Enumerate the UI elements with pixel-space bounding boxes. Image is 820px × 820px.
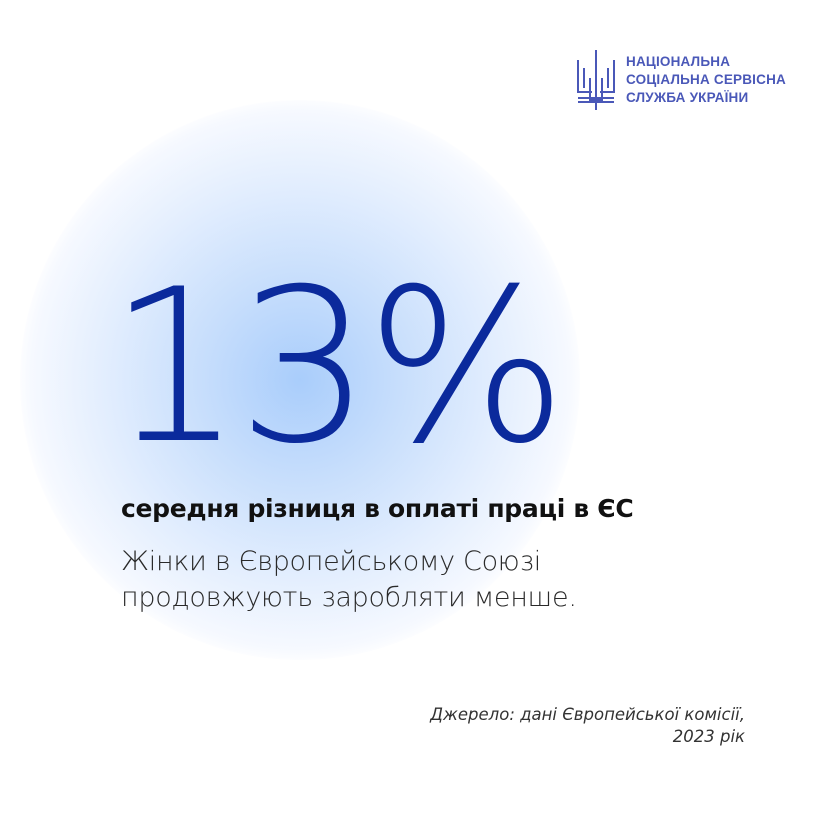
logo-text: НАЦІОНАЛЬНА СОЦІАЛЬНА СЕРВІСНА СЛУЖБА УК…	[626, 53, 786, 107]
headline-percentage: 13%	[108, 243, 567, 490]
source-line: 2023 рік	[672, 727, 745, 746]
logo-line: СЛУЖБА УКРАЇНИ	[626, 90, 749, 105]
body-text: Жінки в Європейському Союзі продовжують …	[121, 544, 577, 616]
background-glow	[20, 100, 580, 660]
trident-icon	[577, 50, 615, 110]
source-line: Джерело: дані Європейської комісії,	[430, 705, 745, 724]
logo-line: СОЦІАЛЬНА СЕРВІСНА	[626, 72, 786, 87]
subtitle: середня різниця в оплаті праці в ЄС	[121, 494, 634, 523]
logo: НАЦІОНАЛЬНА СОЦІАЛЬНА СЕРВІСНА СЛУЖБА УК…	[574, 48, 786, 112]
body-line: Жінки в Європейському Союзі	[121, 546, 541, 577]
body-line: продовжують заробляти менше.	[121, 582, 577, 613]
logo-line: НАЦІОНАЛЬНА	[626, 54, 731, 69]
source-note: Джерело: дані Європейської комісії, 2023…	[430, 704, 745, 748]
